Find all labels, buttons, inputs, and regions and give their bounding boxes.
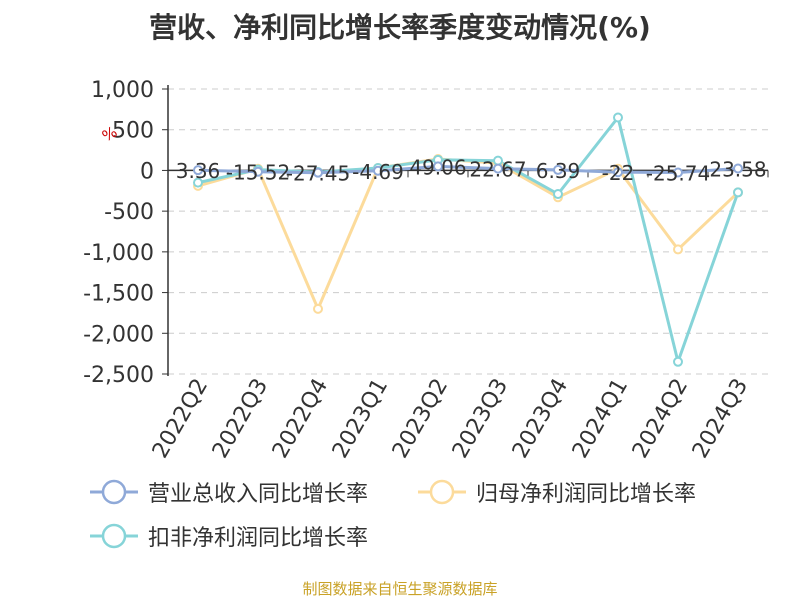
y-tick-label: -500 [104, 200, 154, 225]
y-tick-label: -1,500 [83, 282, 154, 307]
data-label: -15.52 [226, 161, 290, 185]
data-point [673, 167, 683, 178]
data-label: -4.69 [352, 160, 404, 184]
data-label: 3.36 [176, 159, 221, 183]
data-point [193, 177, 203, 188]
legend-item-deducted-net-profit[interactable]: 扣非净利润同比增长率 [88, 520, 368, 552]
data-label: -22 [602, 161, 635, 185]
legend-item-net-profit[interactable]: 归母净利润同比增长率 [416, 476, 696, 508]
series-lines [197, 116, 740, 364]
axes: 1,0005000-500-1,000-1,500-2,000-2,500%20… [83, 78, 769, 463]
x-tick-label: 2023Q1 [328, 375, 393, 463]
data-point [553, 189, 563, 200]
data-point [433, 161, 443, 172]
data-point [253, 166, 263, 177]
data-point [613, 167, 623, 178]
data-label: -25.74 [646, 162, 710, 186]
x-tick-label: 2022Q4 [268, 375, 333, 463]
legend-label-revenue: 营业总收入同比增长率 [148, 482, 369, 507]
x-tick-label: 2022Q2 [148, 375, 213, 463]
data-point [553, 164, 563, 175]
data-point [493, 163, 503, 174]
chart-title: 营收、净利同比增长率季度变动情况(%) [149, 11, 651, 44]
y-tick-label: 0 [140, 159, 154, 184]
data-point [193, 165, 203, 176]
line-chart: 1,0005000-500-1,000-1,500-2,000-2,500%20… [83, 78, 769, 463]
data-point [733, 163, 743, 174]
x-tick-label: 2023Q4 [508, 375, 573, 463]
legend-marker-revenue [90, 479, 138, 505]
data-label: -27.45 [286, 162, 350, 186]
data-point [673, 244, 683, 255]
y-tick-label: -1,000 [83, 241, 154, 266]
data-label: 6.39 [536, 159, 581, 183]
data-point [613, 112, 623, 123]
legend-marker-deducted-net-profit [90, 523, 138, 549]
series-line-0 [197, 164, 739, 175]
data-label: 23.58 [709, 158, 766, 182]
data-labels: 3.36 -15.52-27.45 -4.69 49.06 22.67 6.39 -22 -2… [176, 155, 767, 185]
y-tick-label: -2,500 [83, 363, 154, 388]
y-tick-label: 1,000 [91, 78, 154, 103]
x-tick-label: 2024Q2 [628, 375, 693, 463]
data-source-note: 制图数据来自恒生聚源数据库 [302, 580, 498, 598]
data-point [313, 167, 323, 178]
y-tick-label: 500 [112, 119, 154, 144]
series-line-2 [197, 116, 740, 364]
legend-marker-net-profit [418, 479, 466, 505]
y-tick-label: -2,000 [83, 322, 154, 347]
data-point [373, 165, 383, 176]
legend-label-net-profit: 归母净利润同比增长率 [476, 482, 697, 507]
legend-item-revenue[interactable]: 营业总收入同比增长率 [88, 476, 368, 508]
data-label: 22.67 [469, 158, 526, 182]
x-tick-label: 2022Q3 [208, 375, 273, 463]
data-label: 49.06 [409, 155, 466, 179]
legend-label-deducted-net-profit: 扣非净利润同比增长率 [148, 526, 369, 551]
x-tick-label: 2024Q1 [568, 375, 633, 463]
x-tick-label: 2024Q3 [688, 375, 753, 463]
gridlines [168, 88, 768, 375]
data-point [733, 187, 743, 198]
x-tick-label: 2023Q3 [448, 375, 513, 463]
data-point [673, 356, 683, 367]
data-point [313, 303, 323, 314]
data-points [193, 112, 743, 367]
x-tick-label: 2023Q2 [388, 375, 453, 463]
